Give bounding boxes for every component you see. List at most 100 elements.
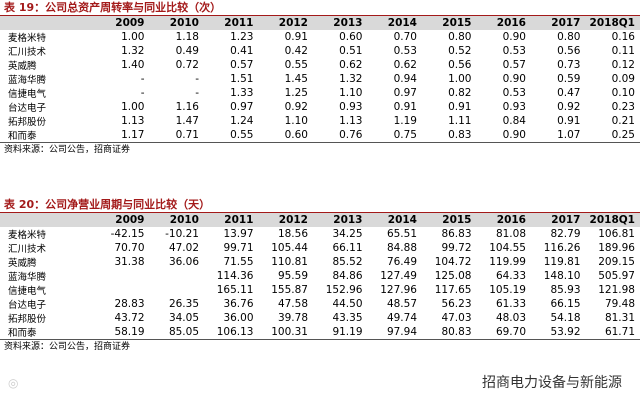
row-label: 蓝海华腾	[8, 75, 47, 86]
table-row: 蓝海华腾 - - 1.51 1.45 1.32 0.94 1.00 0.90 0.59 0.09	[0, 72, 640, 86]
cell: 0.62	[393, 59, 417, 71]
cell: 43.35	[332, 312, 363, 324]
cell: 0.72	[175, 59, 199, 71]
cell: 0.41	[230, 45, 254, 57]
table-title: 表 19：公司总资产周转率与同业比较（次）	[0, 0, 640, 16]
cell: 155.87	[271, 284, 308, 296]
row-label: 和而泰	[0, 325, 95, 340]
header-cell: 2016	[476, 16, 531, 30]
cell: 66.15	[550, 298, 581, 310]
cell: 13.97	[223, 228, 254, 240]
cell: 70.70	[114, 242, 145, 254]
cell: -	[140, 73, 145, 85]
cell: 1.40	[121, 59, 145, 71]
cell: 1.17	[95, 128, 150, 143]
cell: 1.47	[175, 115, 199, 127]
row-label: 汇川技术	[8, 244, 47, 255]
cell: 1.51	[230, 73, 254, 85]
cell: 0.91	[393, 101, 417, 113]
cell: 0.92	[284, 101, 308, 113]
cell: 0.90	[502, 31, 526, 43]
header-cell: 2009	[95, 213, 150, 227]
cell: 47.03	[441, 312, 472, 324]
table-row: 英威腾 31.38 36.06 71.55 110.81 85.52 76.49 104.72…	[0, 255, 640, 269]
cell: 0.10	[611, 87, 635, 99]
header-cell: 2018Q1	[585, 213, 640, 227]
cell: 0.51	[339, 45, 363, 57]
cell: 0.47	[557, 87, 581, 99]
row-label: 信捷电气	[8, 89, 47, 100]
table-row: 拓邦股份 43.72 34.05 36.00 39.78 43.35 49.74 47.03 4…	[0, 311, 640, 325]
header-cell: 2011	[204, 16, 259, 30]
cell: 0.12	[611, 59, 635, 71]
cell: 0.23	[611, 101, 635, 113]
cell: 0.84	[502, 115, 526, 127]
cell: 0.57	[230, 59, 254, 71]
table-row: 台达电子 28.83 26.35 36.76 47.58 44.50 48.57 56.23 6…	[0, 297, 640, 311]
header-cell: 2017	[531, 213, 586, 227]
cell: 0.97	[230, 101, 254, 113]
cell: 91.19	[313, 325, 368, 340]
row-label: 台达电子	[8, 103, 47, 114]
cell: 121.98	[598, 284, 635, 296]
cell: 1.19	[393, 115, 417, 127]
cell: 84.88	[386, 242, 417, 254]
table-row: 汇川技术 70.70 47.02 99.71 105.44 66.11 84.88 99.72…	[0, 241, 640, 255]
cell: 44.50	[332, 298, 363, 310]
cell: 48.57	[386, 298, 417, 310]
cell: 0.59	[557, 73, 581, 85]
cell: 106.81	[598, 228, 635, 240]
cell: 69.70	[476, 325, 531, 340]
cell: 0.09	[611, 73, 635, 85]
cell: 0.49	[175, 45, 199, 57]
cell: 0.53	[502, 87, 526, 99]
row-label: 拓邦股份	[8, 314, 47, 325]
header-cell: 2017	[531, 16, 586, 30]
cell: 84.86	[332, 270, 363, 282]
header-cell: 2010	[149, 16, 204, 30]
cell: 119.81	[543, 256, 581, 268]
cell: 104.72	[434, 256, 472, 268]
cell: 61.71	[585, 325, 640, 340]
cell: 1.11	[448, 115, 472, 127]
table-row: 汇川技术 1.32 0.49 0.41 0.42 0.51 0.53 0.52 0.53 0.56…	[0, 44, 640, 58]
cell: 66.11	[332, 242, 363, 254]
cell: 125.08	[434, 270, 472, 282]
cell: 1.45	[284, 73, 308, 85]
cell: 0.21	[611, 115, 635, 127]
cell: 49.74	[386, 312, 417, 324]
table-row: 信捷电气 - - 1.33 1.25 1.10 0.97 0.82 0.53 0.47 0.10	[0, 86, 640, 100]
cell: 86.83	[441, 228, 472, 240]
table-row: 麦格米特 -42.15 -10.21 13.97 18.56 34.25 65.51 86.8…	[0, 227, 640, 241]
cell: 0.57	[502, 59, 526, 71]
header-cell: 2012	[258, 16, 313, 30]
cell: 0.71	[149, 128, 204, 143]
cell	[95, 283, 150, 297]
cell: 99.72	[441, 242, 472, 254]
cell: 1.10	[284, 115, 308, 127]
header-cell	[0, 16, 95, 30]
cell	[150, 283, 205, 297]
row-label: 信捷电气	[8, 286, 47, 297]
table-block: 表 19：公司总资产周转率与同业比较（次） 2009 2010 2011 2012 201…	[0, 0, 640, 157]
cell: 0.91	[557, 115, 581, 127]
cell: 0.42	[284, 45, 308, 57]
cell: 505.97	[598, 270, 635, 282]
cell: 152.96	[325, 284, 363, 296]
cell: 1.32	[121, 45, 145, 57]
cell: 189.96	[598, 242, 635, 254]
cell: 47.02	[168, 242, 199, 254]
cell: 0.91	[448, 101, 472, 113]
cell	[95, 269, 150, 283]
header-cell: 2010	[149, 213, 204, 227]
cell: 148.10	[543, 270, 581, 282]
table-title: 表 20：公司净营业周期与同业比较（天）	[0, 197, 640, 213]
cell: 106.13	[204, 325, 259, 340]
table-block: 表 20：公司净营业周期与同业比较（天） 2009 2010 2011 2012 2013…	[0, 197, 640, 354]
cell: 127.96	[380, 284, 417, 296]
row-label: 拓邦股份	[8, 117, 47, 128]
cell: -	[140, 87, 145, 99]
header-cell: 2013	[313, 213, 368, 227]
cell: 0.91	[284, 31, 308, 43]
data-table: 2009 2010 2011 2012 2013 2014 2015 2016 2017 2018…	[0, 16, 640, 143]
